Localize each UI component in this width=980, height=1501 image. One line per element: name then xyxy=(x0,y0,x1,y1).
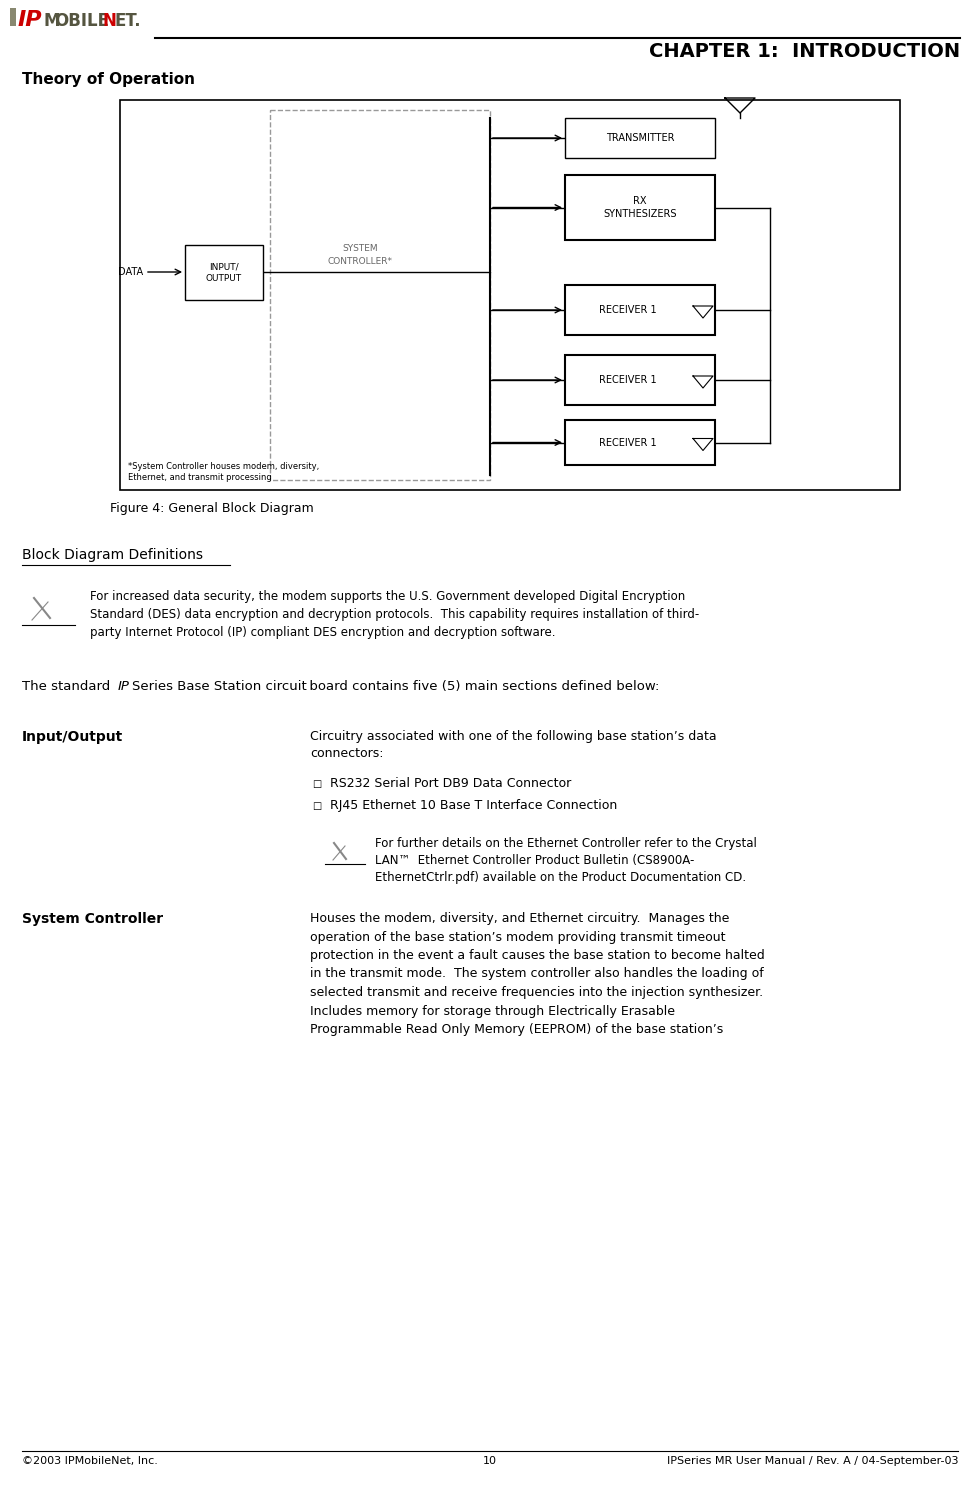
Text: Block Diagram Definitions: Block Diagram Definitions xyxy=(22,548,203,561)
Text: M: M xyxy=(43,12,60,30)
Bar xyxy=(565,119,715,158)
Text: 10: 10 xyxy=(483,1456,497,1466)
Text: Figure 4: General Block Diagram: Figure 4: General Block Diagram xyxy=(110,501,314,515)
Text: System Controller: System Controller xyxy=(22,913,163,926)
Text: OBILE: OBILE xyxy=(54,12,109,30)
Text: SYSTEM
CONTROLLER*: SYSTEM CONTROLLER* xyxy=(327,245,393,266)
Text: INPUT/
OUTPUT: INPUT/ OUTPUT xyxy=(206,263,242,282)
Text: Theory of Operation: Theory of Operation xyxy=(22,72,195,87)
Text: RJ45 Ethernet 10 Base T Interface Connection: RJ45 Ethernet 10 Base T Interface Connec… xyxy=(330,799,617,812)
Text: RX
SYNTHESIZERS: RX SYNTHESIZERS xyxy=(604,197,677,219)
Text: IPSeries MR User Manual / Rev. A / 04-September-03: IPSeries MR User Manual / Rev. A / 04-Se… xyxy=(666,1456,958,1466)
Text: IP: IP xyxy=(18,11,42,30)
Bar xyxy=(565,356,715,405)
Text: *System Controller houses modem, diversity,
Ethernet, and transmit processing: *System Controller houses modem, diversi… xyxy=(128,462,319,482)
Text: ©2003 IPMobileNet, Inc.: ©2003 IPMobileNet, Inc. xyxy=(22,1456,158,1466)
Text: RECEIVER 1: RECEIVER 1 xyxy=(599,437,657,447)
Text: Series Base Station circuit board contains five (5) main sections defined below:: Series Base Station circuit board contai… xyxy=(132,680,660,693)
Bar xyxy=(185,245,263,300)
Bar xyxy=(270,110,490,480)
Text: Houses the modem, diversity, and Ethernet circuitry.  Manages the
operation of t: Houses the modem, diversity, and Etherne… xyxy=(310,913,764,1036)
Bar xyxy=(565,285,715,335)
Text: □: □ xyxy=(312,802,321,811)
Text: LAN™  Ethernet Controller Product Bulletin (CS8900A-: LAN™ Ethernet Controller Product Bulleti… xyxy=(375,854,695,868)
Text: RS232 Serial Port DB9 Data Connector: RS232 Serial Port DB9 Data Connector xyxy=(330,778,571,790)
Bar xyxy=(10,8,16,26)
Text: CHAPTER 1:  INTRODUCTION: CHAPTER 1: INTRODUCTION xyxy=(649,42,960,62)
Text: □: □ xyxy=(312,779,321,790)
Text: ET.: ET. xyxy=(114,12,140,30)
Text: For further details on the Ethernet Controller refer to the Crystal: For further details on the Ethernet Cont… xyxy=(375,838,757,850)
Text: Input/Output: Input/Output xyxy=(22,729,123,744)
Text: RECEIVER 1: RECEIVER 1 xyxy=(599,305,657,315)
Text: For increased data security, the modem supports the U.S. Government developed Di: For increased data security, the modem s… xyxy=(90,590,700,639)
Text: N: N xyxy=(102,12,116,30)
Text: RECEIVER 1: RECEIVER 1 xyxy=(599,375,657,384)
Text: connectors:: connectors: xyxy=(310,747,383,760)
Text: Circuitry associated with one of the following base station’s data: Circuitry associated with one of the fol… xyxy=(310,729,716,743)
Bar xyxy=(565,420,715,465)
Bar xyxy=(565,176,715,240)
Text: TRANSMITTER: TRANSMITTER xyxy=(606,134,674,143)
Text: EthernetCtrlr.pdf) available on the Product Documentation CD.: EthernetCtrlr.pdf) available on the Prod… xyxy=(375,871,746,884)
Bar xyxy=(120,101,900,489)
Text: IP: IP xyxy=(118,680,130,693)
Text: The standard: The standard xyxy=(22,680,115,693)
Text: DATA: DATA xyxy=(118,267,143,278)
